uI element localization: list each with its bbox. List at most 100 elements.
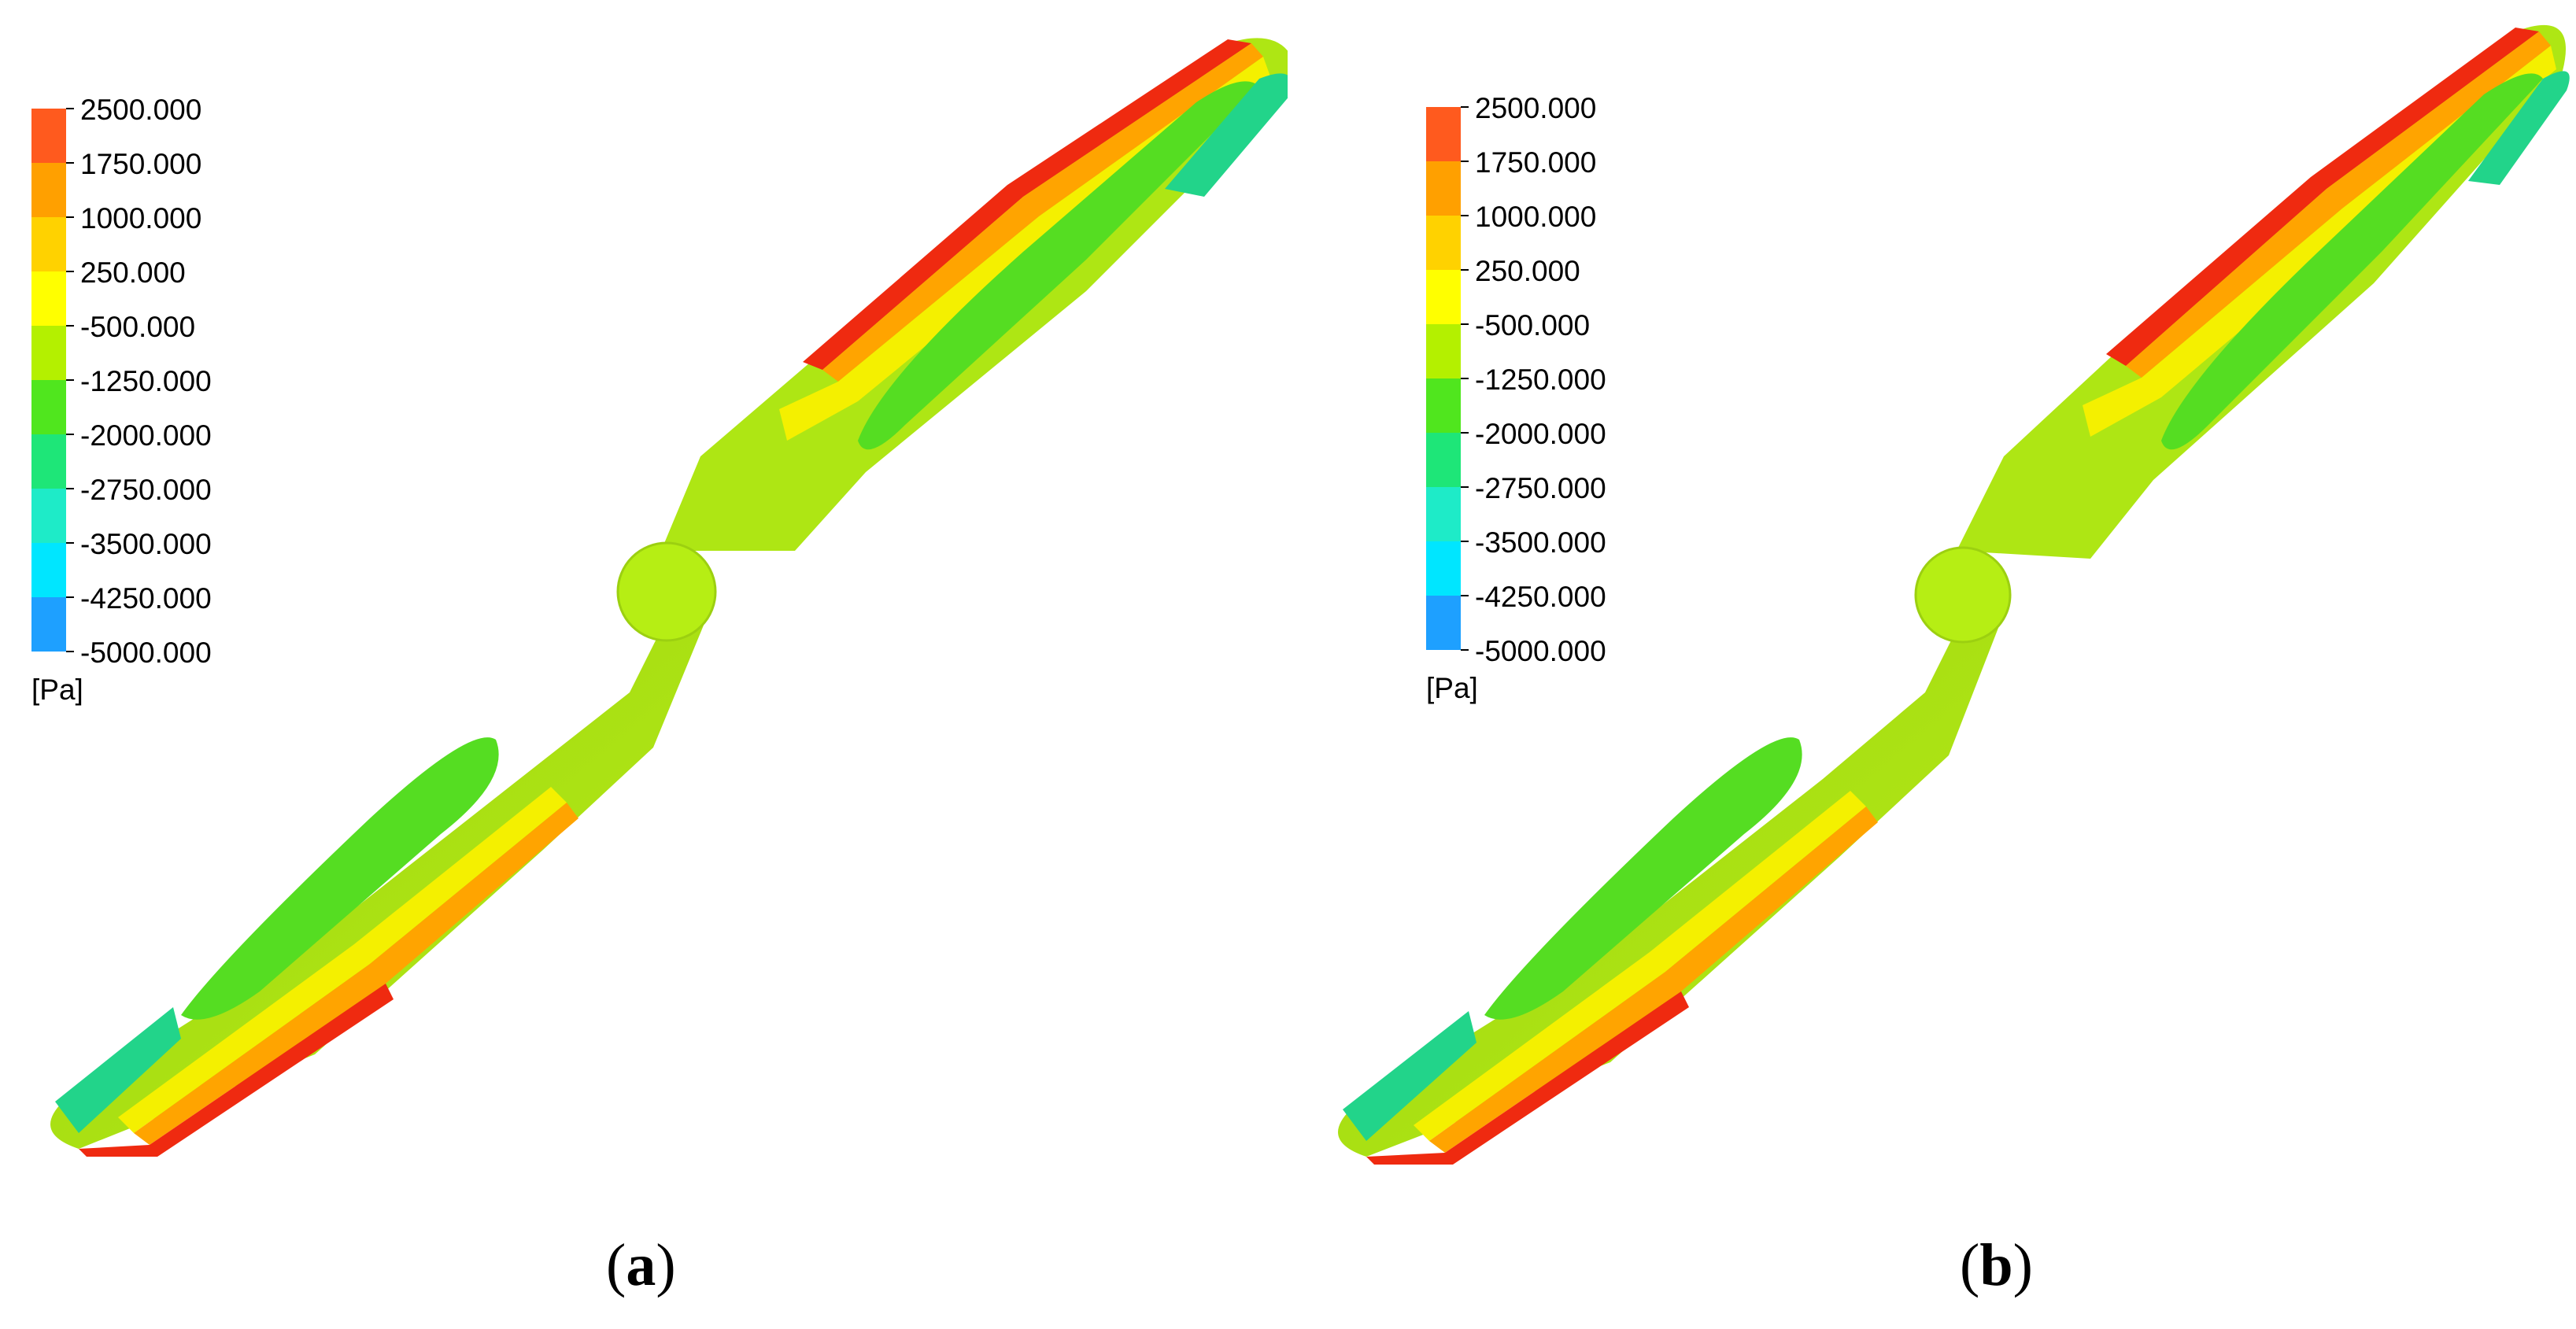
legend-tick xyxy=(66,651,74,652)
lower-blade-low-zone xyxy=(181,737,499,1020)
legend-tick xyxy=(1461,432,1469,434)
legend-swatch xyxy=(31,109,66,163)
legend-tick xyxy=(1461,161,1469,162)
legend-label: 250.000 xyxy=(1475,255,1580,287)
propeller-pressure-contour xyxy=(50,38,1288,1157)
caption-letter: a xyxy=(626,1232,656,1298)
legend-swatch xyxy=(31,217,66,271)
legend-label: 1750.000 xyxy=(80,148,202,180)
caption-open: ( xyxy=(606,1232,626,1298)
legend-swatch xyxy=(1426,596,1461,650)
legend-tick xyxy=(1461,595,1469,596)
caption-b: (b) xyxy=(1960,1231,2033,1300)
legend-tick xyxy=(66,271,74,272)
legend-label: -3500.000 xyxy=(1475,526,1606,559)
caption-a: (a) xyxy=(606,1231,676,1300)
legend-tick xyxy=(1461,649,1469,651)
legend-tick xyxy=(66,108,74,109)
upper-blade-edge-orange xyxy=(822,43,1263,382)
legend-label: 2500.000 xyxy=(1475,92,1597,124)
legend-swatch xyxy=(1426,107,1461,161)
legend-label: -500.000 xyxy=(1475,309,1591,341)
legend-label: -1250.000 xyxy=(80,365,212,397)
legend-colorbar xyxy=(31,109,66,652)
caption-close: ) xyxy=(656,1232,676,1298)
legend-label: 1000.000 xyxy=(1475,201,1597,233)
legend-label: -1250.000 xyxy=(1475,364,1606,396)
upper-blade-edge-red xyxy=(2106,28,2539,366)
legend-swatch xyxy=(31,489,66,543)
legend-label: 1750.000 xyxy=(1475,146,1597,179)
lower-blade-low-zone xyxy=(1484,737,1802,1020)
lower-blade-edge-orange xyxy=(134,803,578,1145)
legend-swatch xyxy=(1426,378,1461,433)
legend-colorbar xyxy=(1426,107,1461,650)
upper-blade-tip-zone xyxy=(1165,73,1288,197)
caption-open: ( xyxy=(1960,1232,1980,1298)
legend-swatch xyxy=(1426,541,1461,596)
legend-tick xyxy=(66,596,74,598)
legend-swatch xyxy=(31,163,66,217)
legend-swatch xyxy=(31,271,66,326)
hub xyxy=(616,541,717,642)
legend-swatch xyxy=(31,380,66,434)
upper-blade-edge-red xyxy=(803,39,1251,370)
legend-swatch xyxy=(31,434,66,489)
lower-blade-edge-yellow xyxy=(118,787,567,1133)
legend-label: -2750.000 xyxy=(1475,472,1606,504)
legend-label: 250.000 xyxy=(80,257,186,289)
legend-label: -2000.000 xyxy=(1475,418,1606,450)
legend-swatch xyxy=(1426,216,1461,270)
legend-label: -4250.000 xyxy=(1475,581,1606,613)
caption-close: ) xyxy=(2012,1232,2033,1298)
legend-label: 1000.000 xyxy=(80,202,202,234)
legend-tick xyxy=(1461,215,1469,216)
legend-tick xyxy=(1461,486,1469,488)
lower-blade-edge-yellow xyxy=(1414,791,1866,1141)
legend-swatch xyxy=(1426,270,1461,324)
legend-tick xyxy=(1461,541,1469,542)
legend-label: 2500.000 xyxy=(80,94,202,126)
caption-letter: b xyxy=(1979,1232,2013,1298)
legend-label: -3500.000 xyxy=(80,528,212,560)
panel-a: 2500.000 1750.000 1000.000 250.000 -500.… xyxy=(31,38,1288,1300)
legend-label: -5000.000 xyxy=(80,637,212,669)
legend-tick xyxy=(1461,323,1469,325)
legend-tick xyxy=(1461,378,1469,379)
upper-blade-low-zone xyxy=(2161,73,2543,450)
lower-blade-edge-red xyxy=(1366,991,1689,1165)
panel-b: 2500.000 1750.000 1000.000 250.000 -500.… xyxy=(1288,0,2575,1329)
legend-tick xyxy=(1461,269,1469,271)
legend-tick xyxy=(66,434,74,435)
upper-blade-tip-zone xyxy=(2468,71,2570,185)
legend-unit: [Pa] xyxy=(31,674,83,706)
propeller-pressure-contour xyxy=(1338,24,2570,1165)
legend-unit: [Pa] xyxy=(1426,672,1478,704)
legend-label: -500.000 xyxy=(80,311,196,343)
legend-tick xyxy=(66,542,74,544)
upper-blade-low-zone xyxy=(858,81,1259,450)
legend-tick xyxy=(66,325,74,327)
legend-swatch xyxy=(1426,487,1461,541)
legend-tick xyxy=(66,488,74,489)
hub xyxy=(1914,546,2012,644)
legend-swatch xyxy=(1426,433,1461,487)
legend-swatch xyxy=(1426,161,1461,216)
lower-blade-edge-orange xyxy=(1429,807,1878,1153)
legend-tick xyxy=(66,162,74,164)
legend-label: -4250.000 xyxy=(80,582,212,615)
legend-label: -2750.000 xyxy=(80,474,212,506)
legend-swatch xyxy=(31,597,66,652)
legend-swatch xyxy=(31,543,66,597)
legend-tick xyxy=(66,379,74,381)
lower-blade-tip-zone xyxy=(55,1007,181,1133)
lower-blade-edge-red xyxy=(79,984,394,1157)
legend-swatch xyxy=(31,326,66,380)
legend-label: -2000.000 xyxy=(80,419,212,452)
legend-label: -5000.000 xyxy=(1475,635,1606,667)
legend-tick xyxy=(66,216,74,218)
legend-swatch xyxy=(1426,324,1461,378)
upper-blade-edge-orange xyxy=(2126,31,2551,378)
lower-blade-tip-zone xyxy=(1343,1011,1476,1141)
legend-tick xyxy=(1461,106,1469,108)
